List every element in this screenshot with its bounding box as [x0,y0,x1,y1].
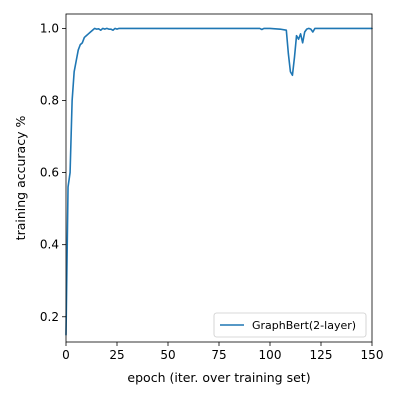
x-tick-label: 0 [62,348,70,362]
x-axis: 0 25 50 75 100 125 150 [62,342,383,362]
y-axis-title: training accuracy % [13,116,28,241]
x-tick-label: 25 [109,348,124,362]
x-tick-label: 50 [160,348,175,362]
y-tick-label: 0.4 [40,238,59,252]
x-tick-label: 150 [361,348,384,362]
series-line [65,27,373,336]
y-axis: 0.2 0.4 0.6 0.8 1.0 [40,21,66,324]
plot-area-frame [65,13,373,343]
x-tick-label: 100 [259,348,282,362]
y-tick-label: 0.8 [40,94,59,108]
x-tick-label: 125 [310,348,333,362]
x-tick-label: 75 [211,348,226,362]
y-tick-label: 1.0 [40,21,59,35]
legend-box [213,312,367,338]
legend-label: GraphBert(2-layer) [252,319,356,332]
y-tick-label: 0.2 [40,310,59,324]
legend: GraphBert(2-layer) [213,312,367,338]
y-tick-label: 0.6 [40,166,59,180]
plot-content [65,27,373,336]
x-axis-title: epoch (iter. over training set) [127,370,310,385]
